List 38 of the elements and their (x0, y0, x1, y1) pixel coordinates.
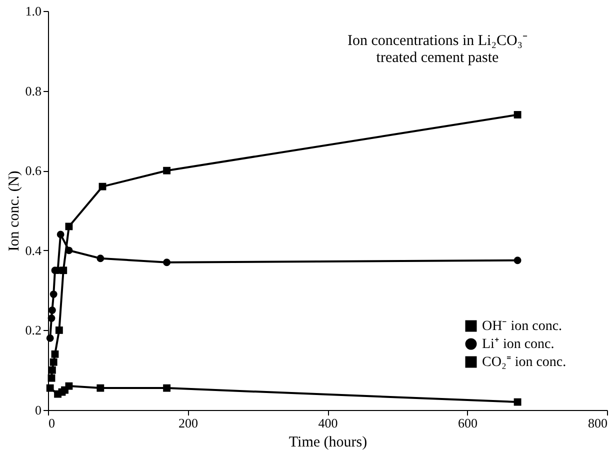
point (56, 230, 64, 238)
y-tick-label: 0.4 (25, 242, 42, 258)
point (163, 258, 170, 266)
y-axis-title: Ion conc. (N) (6, 170, 22, 252)
point (96, 254, 104, 262)
point (163, 384, 170, 392)
x-tick-label: 600 (458, 416, 478, 430)
point (514, 111, 522, 118)
point (514, 398, 522, 406)
point (98, 182, 106, 190)
point (163, 166, 170, 174)
point (50, 358, 58, 366)
point (50, 290, 58, 298)
point (55, 326, 63, 334)
point (46, 334, 54, 342)
legend-label: Li⁺ ion conc. (482, 337, 554, 352)
y-tick-label: 1.0 (25, 4, 42, 18)
point (48, 374, 56, 382)
point (96, 384, 104, 392)
point (46, 384, 54, 392)
legend-label: CO₂⁼ ion conc. (482, 355, 566, 370)
x-tick-label: 0 (48, 416, 55, 430)
point (48, 306, 56, 314)
text: Ion concentrations in Li₂CO₃⁻ treated cement paste (347, 33, 528, 66)
x-axis-title: Time (hours) (288, 434, 368, 450)
point (51, 350, 59, 358)
point (65, 382, 73, 390)
point (48, 366, 56, 374)
point (48, 314, 56, 322)
x-tick-label: 200 (178, 416, 198, 430)
x-tick-label: 800 (588, 416, 608, 430)
y-tick-label: 0.8 (25, 83, 42, 98)
y-tick-label: 0 (35, 402, 42, 418)
legend-label: OH⁻ ion conc. (482, 319, 562, 334)
y-tick-label: 0.6 (25, 163, 42, 178)
y-tick-label: 0.2 (25, 322, 42, 338)
x-tick-label: 400 (318, 416, 338, 430)
point (514, 256, 522, 264)
